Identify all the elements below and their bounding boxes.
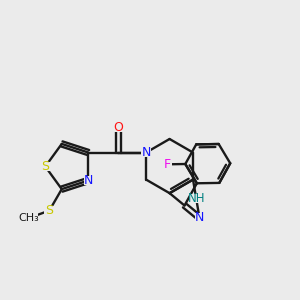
Bar: [195, 213, 204, 223]
Text: F: F: [164, 158, 171, 171]
Bar: [84, 176, 93, 185]
Bar: [113, 123, 123, 132]
Bar: [189, 194, 203, 203]
Text: S: S: [41, 160, 49, 173]
Text: N: N: [84, 174, 93, 187]
Bar: [40, 162, 51, 172]
Bar: [21, 213, 38, 223]
Text: CH₃: CH₃: [19, 213, 40, 223]
Bar: [163, 160, 172, 169]
Text: N: N: [195, 211, 204, 224]
Text: O: O: [113, 121, 123, 134]
Text: S: S: [45, 204, 53, 217]
Bar: [44, 206, 55, 215]
Text: N: N: [141, 146, 151, 159]
Text: NH: NH: [188, 192, 205, 205]
Bar: [142, 148, 151, 157]
